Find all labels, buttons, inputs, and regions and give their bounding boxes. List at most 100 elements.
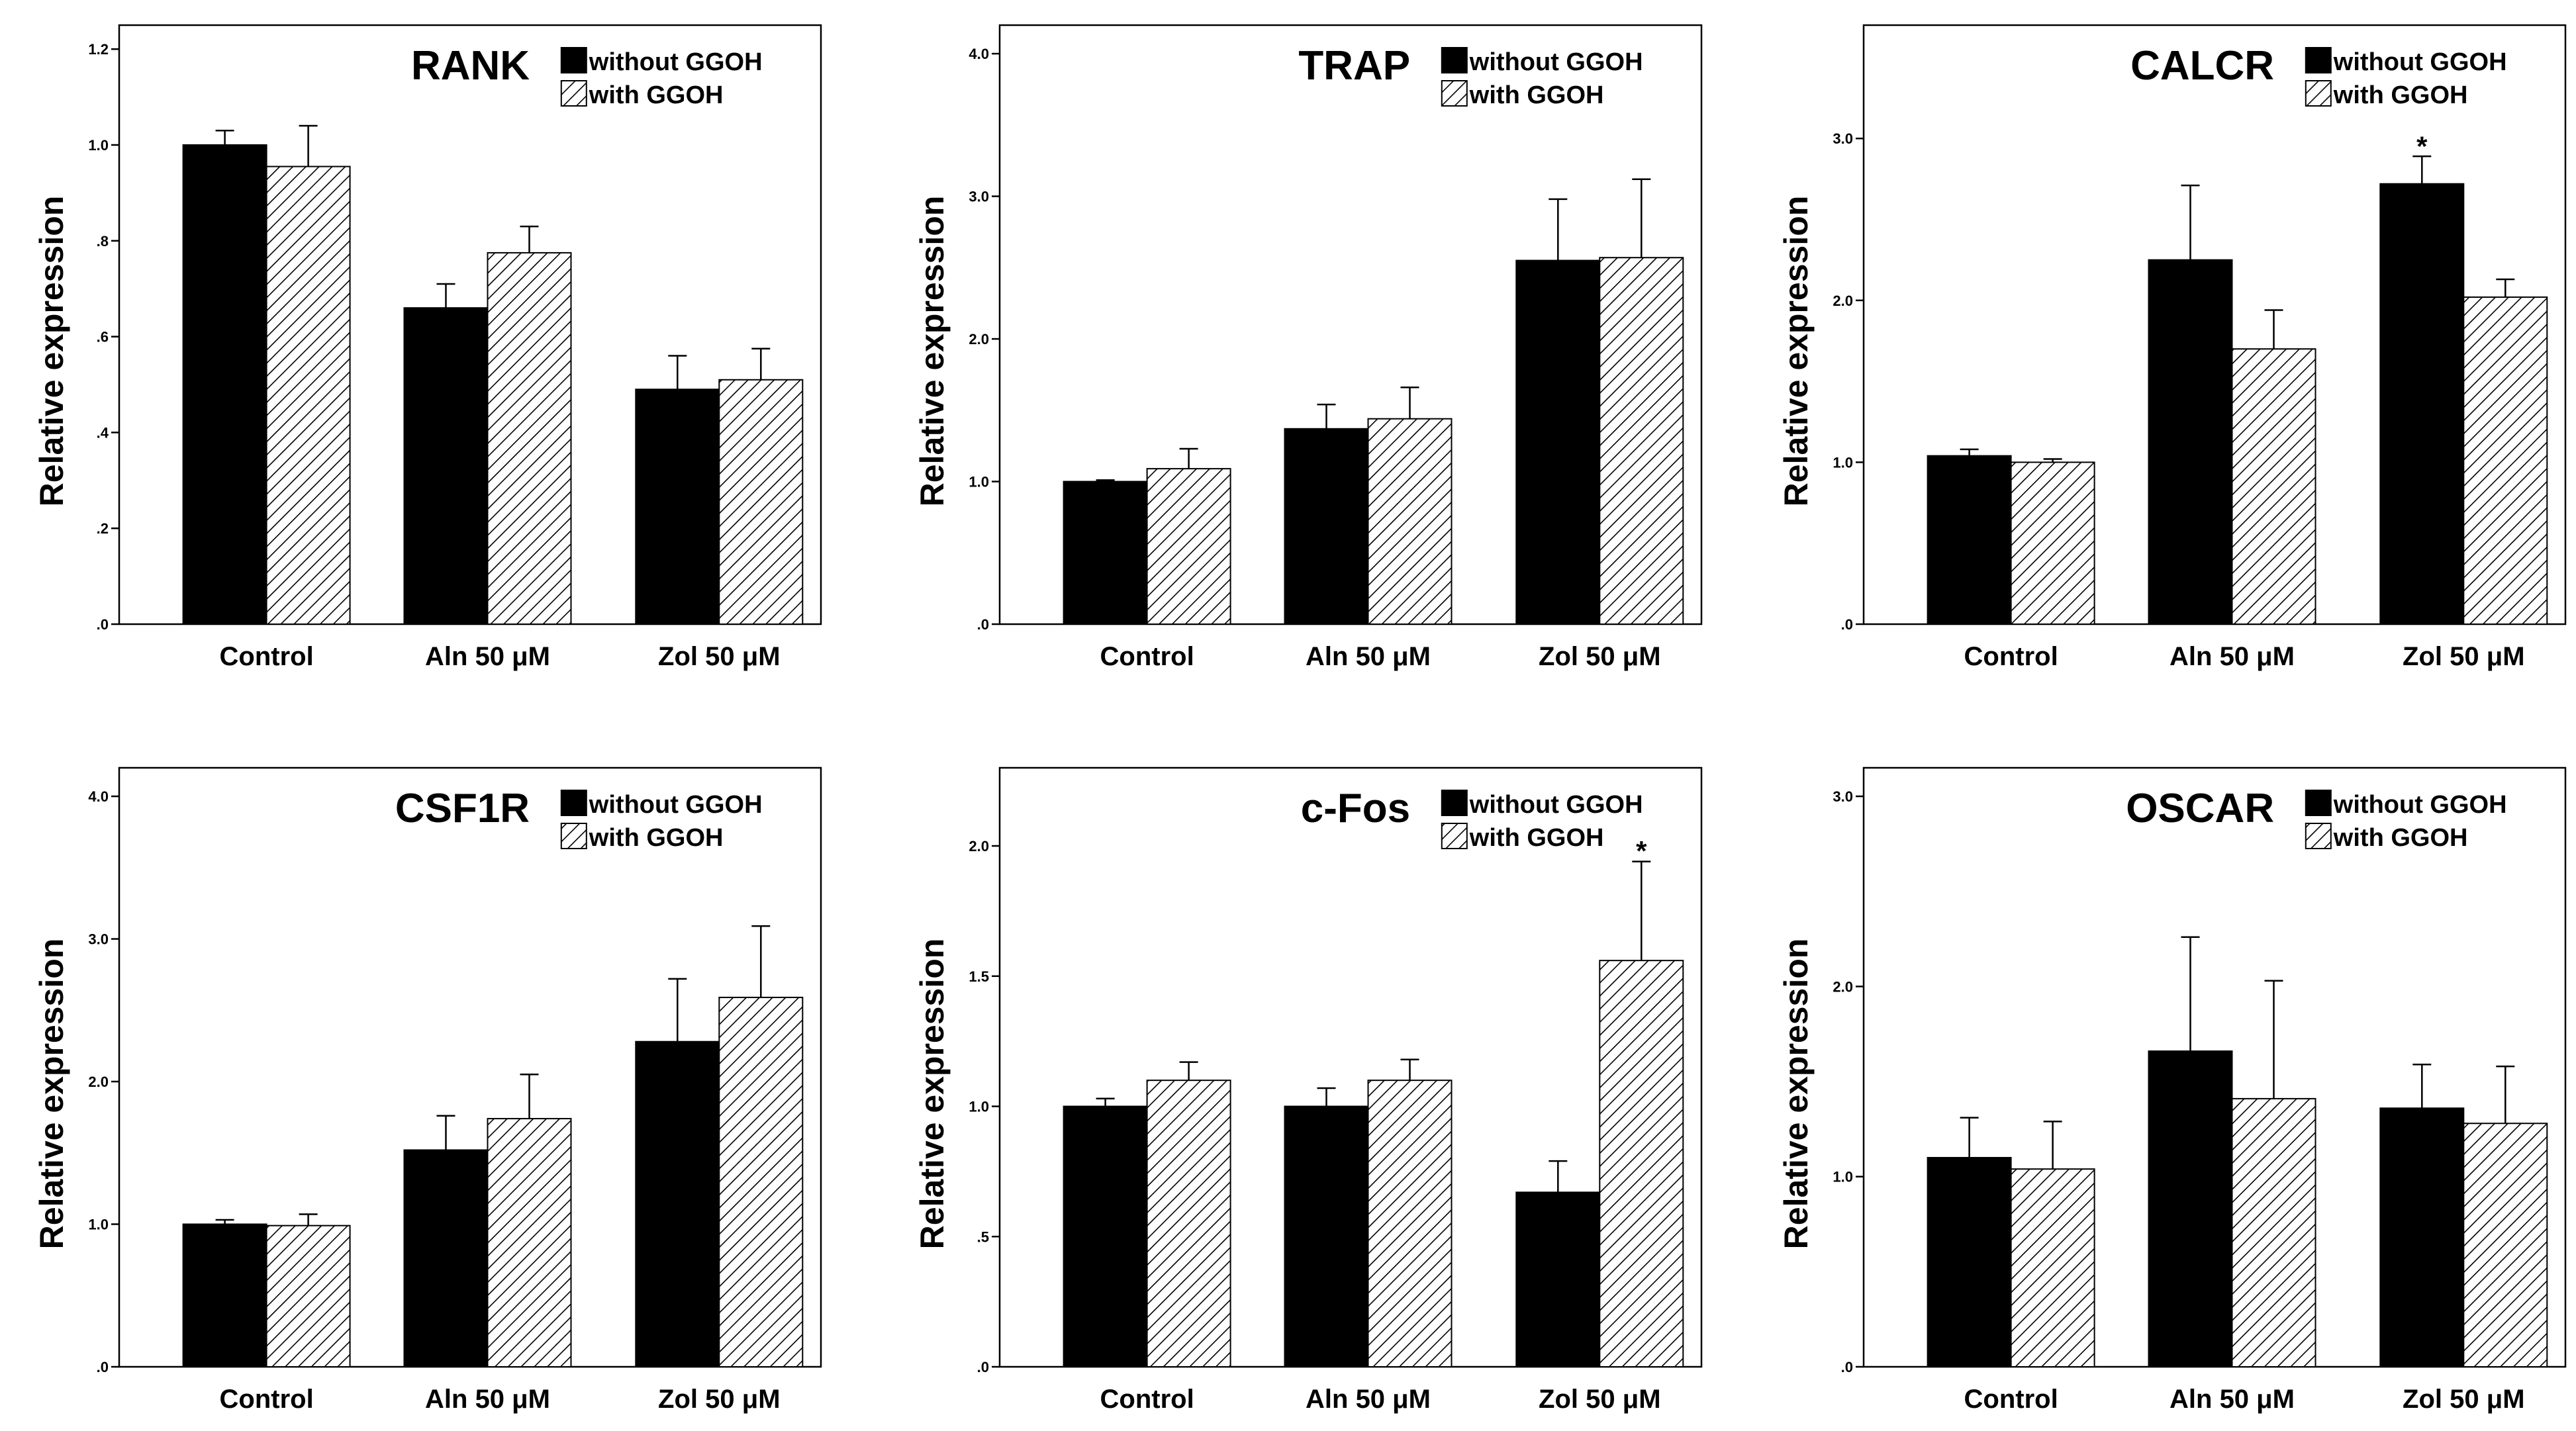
x-category-label: Aln 50 μM bbox=[425, 642, 550, 671]
x-category-label: Control bbox=[1100, 642, 1194, 671]
legend-label-with-ggoh: with GGOH bbox=[589, 824, 724, 852]
bar-without-ggoh bbox=[1284, 1105, 1369, 1367]
bar-without-ggoh bbox=[403, 1149, 489, 1367]
chart-panel-5: .0 1.0 2.0 3.0 Relative expression Control Aln… bbox=[1778, 766, 2567, 1414]
y-tick-label: 4.0 bbox=[969, 46, 989, 62]
y-tick-label: 3.0 bbox=[88, 931, 109, 948]
bar-without-ggoh bbox=[403, 307, 489, 625]
y-axis-title: Relative expression bbox=[1778, 196, 1815, 507]
bar-with-ggoh bbox=[718, 996, 804, 1367]
x-category-label: Aln 50 μM bbox=[1306, 1385, 1431, 1414]
x-category-label: Zol 50 μM bbox=[2403, 642, 2525, 671]
legend-swatch-with-ggoh bbox=[2305, 823, 2332, 849]
y-tick-label: .5 bbox=[977, 1228, 989, 1245]
y-tick-label: .0 bbox=[977, 1359, 989, 1375]
legend-swatch-with-ggoh bbox=[560, 80, 587, 107]
y-tick-label: 1.0 bbox=[969, 474, 989, 490]
bar-with-ggoh bbox=[1146, 468, 1231, 625]
x-category-label: Aln 50 μM bbox=[2170, 642, 2295, 671]
x-category-label: Zol 50 μM bbox=[1539, 642, 1661, 671]
bar-with-ggoh bbox=[1367, 1080, 1453, 1368]
bar-with-ggoh bbox=[2010, 1168, 2095, 1367]
chart-panel-2: .0 1.0 2.0 3.0 Relative expression Control Aln… bbox=[1778, 24, 2567, 671]
x-category-label: Control bbox=[1964, 1385, 2058, 1414]
x-category-label: Aln 50 μM bbox=[2170, 1385, 2295, 1414]
chart-panel-3: .0 1.0 2.0 3.0 4.0 Relative expression Control… bbox=[33, 766, 822, 1414]
y-axis-title: Relative expression bbox=[1778, 939, 1815, 1250]
y-tick-label: 2.0 bbox=[969, 838, 989, 854]
y-tick-label: .0 bbox=[1841, 1359, 1853, 1375]
bar-without-ggoh bbox=[1063, 481, 1148, 625]
legend-label-without-ggoh: without GGOH bbox=[1469, 48, 1643, 76]
legend-swatch-without-ggoh bbox=[2305, 47, 2332, 73]
bar-without-ggoh bbox=[2379, 183, 2465, 625]
x-category-label: Aln 50 μM bbox=[1306, 642, 1431, 671]
x-category-label: Control bbox=[220, 642, 314, 671]
bar-with-ggoh bbox=[1599, 960, 1684, 1368]
legend-swatch-without-ggoh bbox=[2305, 790, 2332, 816]
bar-with-ggoh bbox=[2010, 461, 2095, 625]
panels: .0 .2 .4 .6 .8 1.0 1.2 Relative expression Contr… bbox=[33, 24, 2567, 1414]
bar-with-ggoh bbox=[2463, 1123, 2548, 1368]
x-category-label: Zol 50 μM bbox=[658, 642, 781, 671]
y-axis-title: Relative expression bbox=[914, 939, 951, 1250]
bar-without-ggoh bbox=[2379, 1107, 2465, 1368]
panel-title: CSF1R bbox=[395, 786, 530, 831]
y-tick-label: .0 bbox=[97, 1359, 109, 1375]
y-tick-label: 2.0 bbox=[969, 331, 989, 347]
bar-with-ggoh bbox=[487, 1118, 572, 1367]
y-tick-label: .0 bbox=[97, 616, 109, 633]
legend-swatch-without-ggoh bbox=[560, 47, 587, 73]
y-tick-label: .6 bbox=[97, 329, 109, 346]
bar-without-ggoh bbox=[1284, 428, 1369, 625]
y-tick-label: 3.0 bbox=[969, 189, 989, 205]
legend-swatch-with-ggoh bbox=[560, 823, 587, 849]
bar-with-ggoh bbox=[718, 379, 804, 625]
panel-title: TRAP bbox=[1298, 43, 1410, 89]
bar-with-ggoh bbox=[265, 1224, 351, 1368]
bar-without-ggoh bbox=[635, 1040, 720, 1367]
bar-with-ggoh bbox=[2231, 348, 2316, 625]
x-category-label: Zol 50 μM bbox=[658, 1385, 781, 1414]
significance-marker: * bbox=[2416, 130, 2428, 162]
x-category-label: Control bbox=[1100, 1385, 1194, 1414]
y-tick-label: 1.0 bbox=[88, 137, 109, 154]
y-tick-label: 1.0 bbox=[969, 1099, 989, 1115]
panel-title: RANK bbox=[411, 43, 530, 89]
legend-label-without-ggoh: without GGOH bbox=[589, 48, 763, 76]
chart-panel-4: .0 .5 1.0 1.5 2.0 Relative expression Control A… bbox=[914, 766, 1703, 1414]
bar-without-ggoh bbox=[2148, 1050, 2233, 1367]
legend-label-with-ggoh: with GGOH bbox=[2333, 81, 2468, 109]
chart-panel-0: .0 .2 .4 .6 .8 1.0 1.2 Relative expression Contr… bbox=[33, 24, 822, 671]
y-tick-label: 3.0 bbox=[1833, 130, 1853, 147]
chart-panel-1: .0 1.0 2.0 3.0 4.0 Relative expression Control… bbox=[914, 24, 1703, 671]
bar-with-ggoh bbox=[265, 165, 351, 625]
significance-marker: * bbox=[1636, 835, 1647, 866]
legend-swatch-with-ggoh bbox=[1441, 80, 1468, 107]
y-tick-label: 3.0 bbox=[1833, 788, 1853, 805]
y-tick-label: 1.0 bbox=[88, 1217, 109, 1233]
legend-label-without-ggoh: without GGOH bbox=[2333, 48, 2507, 76]
panel-title: CALCR bbox=[2130, 43, 2274, 89]
bar-with-ggoh bbox=[2231, 1097, 2316, 1368]
bar-with-ggoh bbox=[487, 252, 572, 625]
y-tick-label: 2.0 bbox=[1833, 293, 1853, 309]
panel-title: OSCAR bbox=[2126, 786, 2274, 831]
bar-without-ggoh bbox=[1927, 455, 2012, 625]
legend-swatch-without-ggoh bbox=[560, 790, 587, 816]
bar-with-ggoh bbox=[2463, 296, 2548, 625]
y-tick-label: 4.0 bbox=[88, 788, 109, 805]
y-tick-label: .0 bbox=[1841, 616, 1853, 633]
legend-label-with-ggoh: with GGOH bbox=[589, 81, 724, 109]
legend-label-without-ggoh: without GGOH bbox=[2333, 791, 2507, 819]
y-tick-label: 1.2 bbox=[88, 41, 109, 58]
y-tick-label: .2 bbox=[97, 520, 109, 537]
legend-swatch-with-ggoh bbox=[1441, 823, 1468, 849]
legend-swatch-without-ggoh bbox=[1441, 790, 1468, 816]
x-category-label: Control bbox=[1964, 642, 2058, 671]
y-tick-label: .0 bbox=[977, 616, 989, 633]
bar-with-ggoh bbox=[1146, 1080, 1231, 1368]
y-tick-label: 1.0 bbox=[1833, 1169, 1853, 1185]
